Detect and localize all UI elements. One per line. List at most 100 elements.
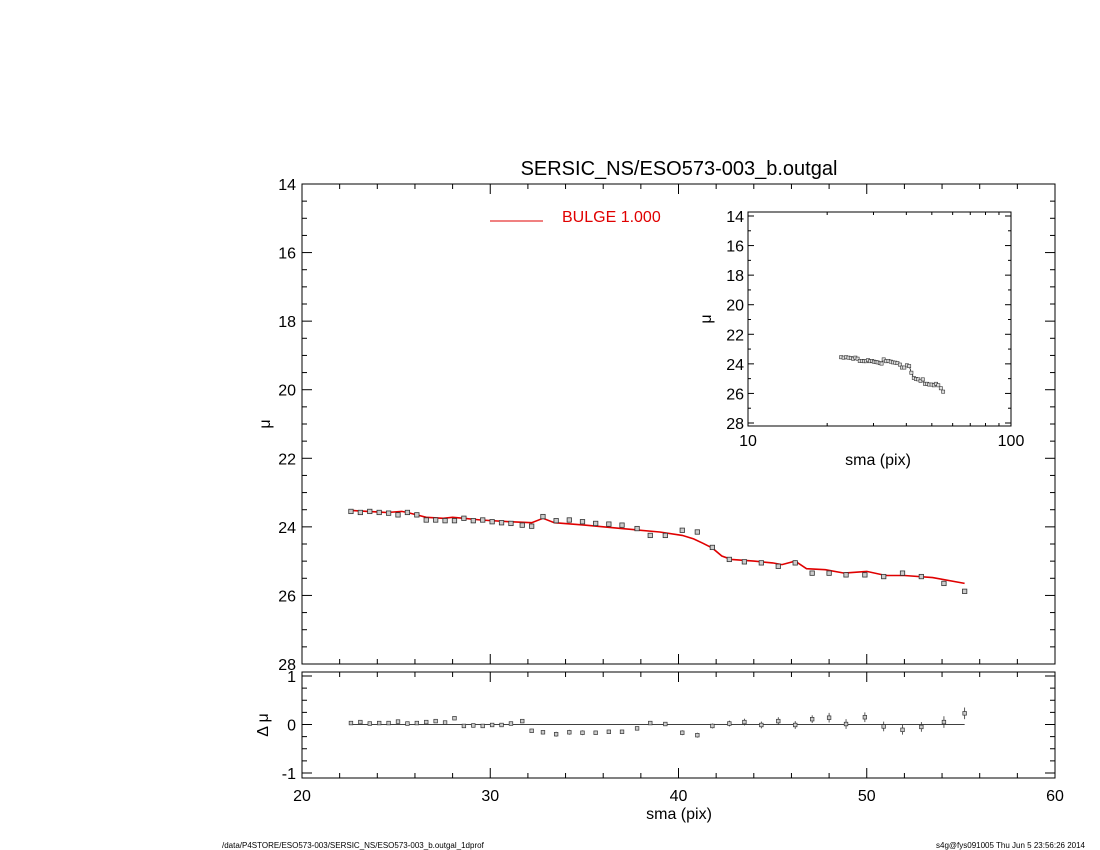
inset-data-point [897,362,902,367]
residual-point [452,716,457,721]
data-point [662,532,668,539]
inset-data-point [920,377,925,382]
data-point [461,515,467,521]
main-y-tick-label: 16 [278,246,296,263]
inset-data-point [855,356,860,361]
residual-series [348,707,967,738]
data-point [508,520,514,527]
bulge-model-line [350,509,965,585]
inset-data-point [909,370,914,375]
data-point [962,588,968,594]
residual-point [424,719,429,725]
data-point [606,521,612,527]
data-point [647,532,653,539]
main-y-axis-label: μ [257,419,274,428]
inset-data-point [938,386,943,391]
data-point [634,525,640,532]
data-point [529,523,535,529]
data-point [862,572,868,578]
main-plot-frame [301,183,1056,665]
data-point [792,560,798,566]
inset-y-tick-label: 24 [726,357,744,374]
data-point [498,520,505,526]
data-point [433,517,439,523]
data-point [918,573,924,580]
residual-point [540,730,546,735]
data-point [451,518,458,524]
inset-x-tick-label: 100 [998,433,1025,450]
inset-x-axis-label: sma (pix) [845,452,911,469]
inset-data-point [936,383,941,388]
main-y-tick-label: 18 [278,314,296,331]
data-point [726,556,732,563]
x-tick-label: 60 [1046,788,1064,805]
data-point [941,580,947,587]
residual-point [619,729,625,734]
inset-y-axis-label: μ [698,314,715,323]
data-point [899,570,906,576]
residual-point [727,721,732,726]
inset-data-point [879,361,884,366]
footer-file-path: /data/P4STORE/ESO573-003/SERSIC_NS/ESO57… [222,841,485,850]
inset-data-point [907,364,912,368]
inset-y-tick-label: 28 [726,416,744,433]
x-tick-label: 30 [481,788,499,805]
data-point [809,570,815,576]
residual-axis-ticks: 1 0 -1 20 30 40 50 60 [282,669,1064,805]
residual-point [862,715,868,720]
residual-point [962,711,967,716]
x-tick-label: 50 [858,788,876,805]
main-panel: 14 16 18 20 22 24 26 28 μ BULGE 1.000 [257,177,1056,674]
residual-point [433,718,438,724]
residual-y-tick-label: 1 [287,669,296,686]
residual-point [377,720,382,726]
data-point [826,570,832,576]
data-point [385,510,392,516]
data-point [442,518,448,524]
residual-point [919,724,924,730]
residual-point [695,733,700,738]
data-point [758,560,764,566]
model-series [350,509,965,585]
residual-point [567,730,572,735]
inset-y-tick-label: 14 [726,209,744,226]
residual-point [742,719,747,725]
data-point [553,518,559,524]
data-point [348,508,354,515]
data-series [348,508,968,594]
residual-point [663,721,668,727]
residual-point [358,719,363,725]
data-point [694,529,700,535]
residual-point [520,718,525,724]
chart-title: SERSIC_NS/ESO573-003_b.outgal [521,158,838,180]
residual-point [499,722,504,728]
residual-point [593,730,598,735]
data-point [423,517,429,523]
residual-point [553,732,559,737]
residual-point [489,722,495,728]
main-y-tick-label: 28 [278,657,296,674]
data-point [579,519,586,525]
data-point [376,509,382,516]
inset-data-point [902,365,907,370]
residual-point [414,720,419,726]
data-point [395,512,401,518]
residual-point [900,727,905,732]
residual-point [881,724,886,729]
inset-y-tick-label: 20 [726,298,744,315]
residual-y-tick-label: 0 [287,718,296,735]
residual-point [348,720,354,726]
data-point [470,518,476,524]
data-point [480,517,486,523]
inset-data-point [941,389,946,394]
data-point [881,573,887,580]
inset-data-series [839,355,946,394]
residual-point [508,721,514,726]
inset-x-tick-label: 10 [739,433,757,450]
inset-y-tick-label: 26 [726,386,744,403]
main-axis-ticks: 14 16 18 20 22 24 26 28 [278,177,1056,674]
residual-point [793,722,798,728]
data-point [593,520,599,527]
data-point [843,572,849,578]
